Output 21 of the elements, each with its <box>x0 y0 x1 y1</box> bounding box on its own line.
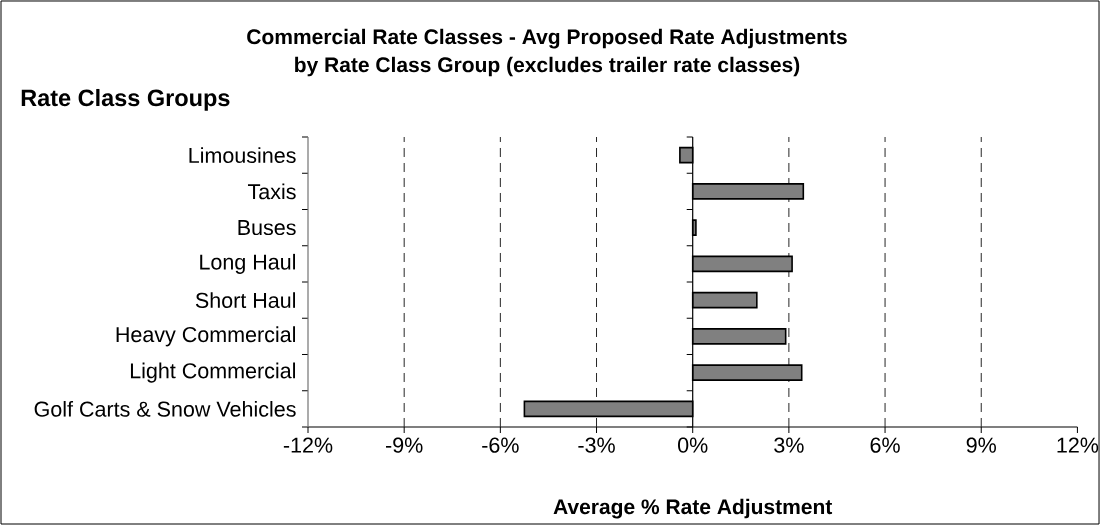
chart-subtitle: by Rate Class Group (excludes trailer rate classes) <box>295 56 800 77</box>
x-axis-title: Average % Rate Adjustment <box>553 498 833 519</box>
x-tick-label: 12% <box>1057 437 1099 453</box>
y-tick-label: Light Commercial <box>130 362 295 383</box>
x-tick-label: -6% <box>482 437 519 453</box>
y-tick-label: Heavy Commercial <box>116 326 295 347</box>
y-tick-label: Long Haul <box>200 253 296 274</box>
x-tick-label: -9% <box>386 437 423 453</box>
chart-title: Commercial Rate Classes - Avg Proposed Rate Adjustments <box>247 28 847 49</box>
x-tick-label: 3% <box>774 437 804 453</box>
x-tick-label: 0% <box>678 437 708 453</box>
y-tick-label: Short Haul <box>195 292 296 309</box>
y-tick-label: Taxis <box>247 183 296 200</box>
y-tick-label: Buses <box>238 220 296 236</box>
y-tick-label: Limousines <box>189 147 296 164</box>
x-tick-label: -3% <box>578 437 615 453</box>
x-tick-label: 9% <box>966 437 996 453</box>
y-axis-title: Rate Class Groups <box>21 88 230 111</box>
x-tick-label: -12% <box>283 437 333 453</box>
x-tick-label: 6% <box>870 437 900 453</box>
y-tick-label: Golf Carts & Snow Vehicles <box>34 400 296 417</box>
